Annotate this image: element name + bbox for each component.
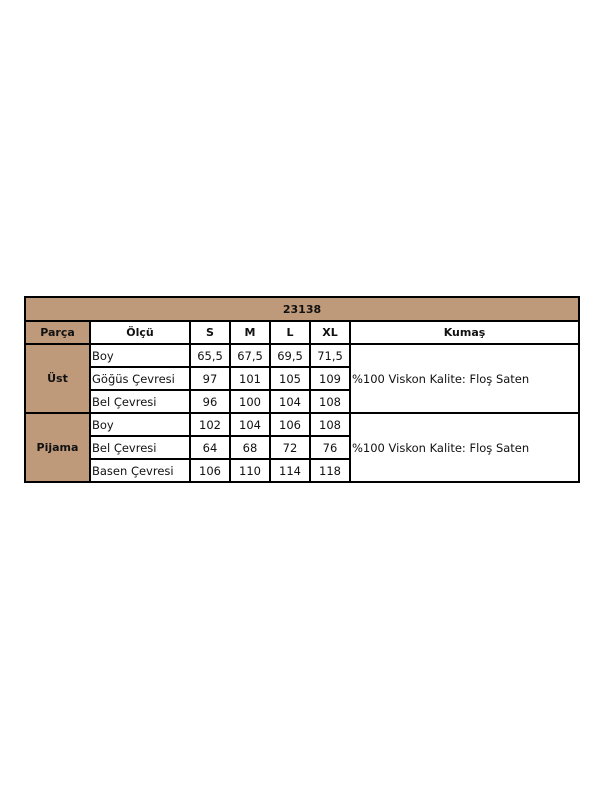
group-name: Pijama: [24, 412, 91, 483]
size-value: 108: [309, 412, 351, 437]
table-row: Göğüs Çevresi 97 101 105 109: [25, 366, 579, 391]
size-value: 108: [309, 389, 351, 414]
size-value: 101: [229, 366, 271, 391]
header-olcu: Ölçü: [89, 320, 191, 345]
size-value: 106: [189, 458, 231, 483]
header-parca: Parça: [24, 320, 91, 345]
size-value: 97: [189, 366, 231, 391]
size-value: 106: [269, 412, 311, 437]
header-m: M: [229, 320, 271, 345]
size-value: 65,5: [189, 343, 231, 368]
size-value: 64: [189, 435, 231, 460]
fabric-info: %100 Viskon Kalite: Floş Saten: [348, 343, 581, 414]
size-chart-table: 23138 Parça Ölçü S M L XL Kumaş Üst Boy 65…: [23, 296, 581, 483]
fabric-info: %100 Viskon Kalite: Floş Saten: [348, 412, 581, 483]
group-name: Üst: [24, 343, 91, 414]
size-value: 100: [229, 389, 271, 414]
size-value: 72: [269, 435, 311, 460]
size-value: 96: [189, 389, 231, 414]
header-kumas: Kumaş: [348, 320, 581, 345]
table-row: Basen Çevresi 106 110 114 118: [25, 458, 579, 483]
size-value: 104: [229, 412, 271, 437]
size-value: 68: [229, 435, 271, 460]
table-row: Pijama Boy 102 104 106 108 %100 Viskon Kalite:…: [24, 412, 581, 483]
size-value: 69,5: [269, 343, 311, 368]
table-row: Üst Boy 65,5 67,5 69,5 71,5 %100 Viskon Kalite…: [24, 343, 581, 414]
measurement-label: Boy: [89, 343, 191, 368]
size-value: 114: [269, 458, 311, 483]
measurement-label: Bel Çevresi: [89, 435, 191, 460]
size-value: 102: [189, 412, 231, 437]
size-value: 104: [269, 389, 311, 414]
table-row: Bel Çevresi 96 100 104 108: [25, 389, 579, 414]
size-value: 67,5: [229, 343, 271, 368]
size-value: 105: [269, 366, 311, 391]
size-value: 76: [309, 435, 351, 460]
header-l: L: [269, 320, 311, 345]
header-xl: XL: [309, 320, 351, 345]
measurement-label: Basen Çevresi: [89, 458, 191, 483]
product-code: 23138: [23, 296, 581, 322]
measurement-label: Boy: [89, 412, 191, 437]
measurement-label: Bel Çevresi: [89, 389, 191, 414]
header-row: Parça Ölçü S M L XL Kumaş: [24, 320, 581, 345]
size-value: 71,5: [309, 343, 351, 368]
measurement-label: Göğüs Çevresi: [89, 366, 191, 391]
size-value: 109: [309, 366, 351, 391]
table-row: Bel Çevresi 64 68 72 76: [25, 435, 579, 460]
size-value: 110: [229, 458, 271, 483]
header-s: S: [189, 320, 231, 345]
title-row: 23138: [23, 296, 581, 322]
size-value: 118: [309, 458, 351, 483]
